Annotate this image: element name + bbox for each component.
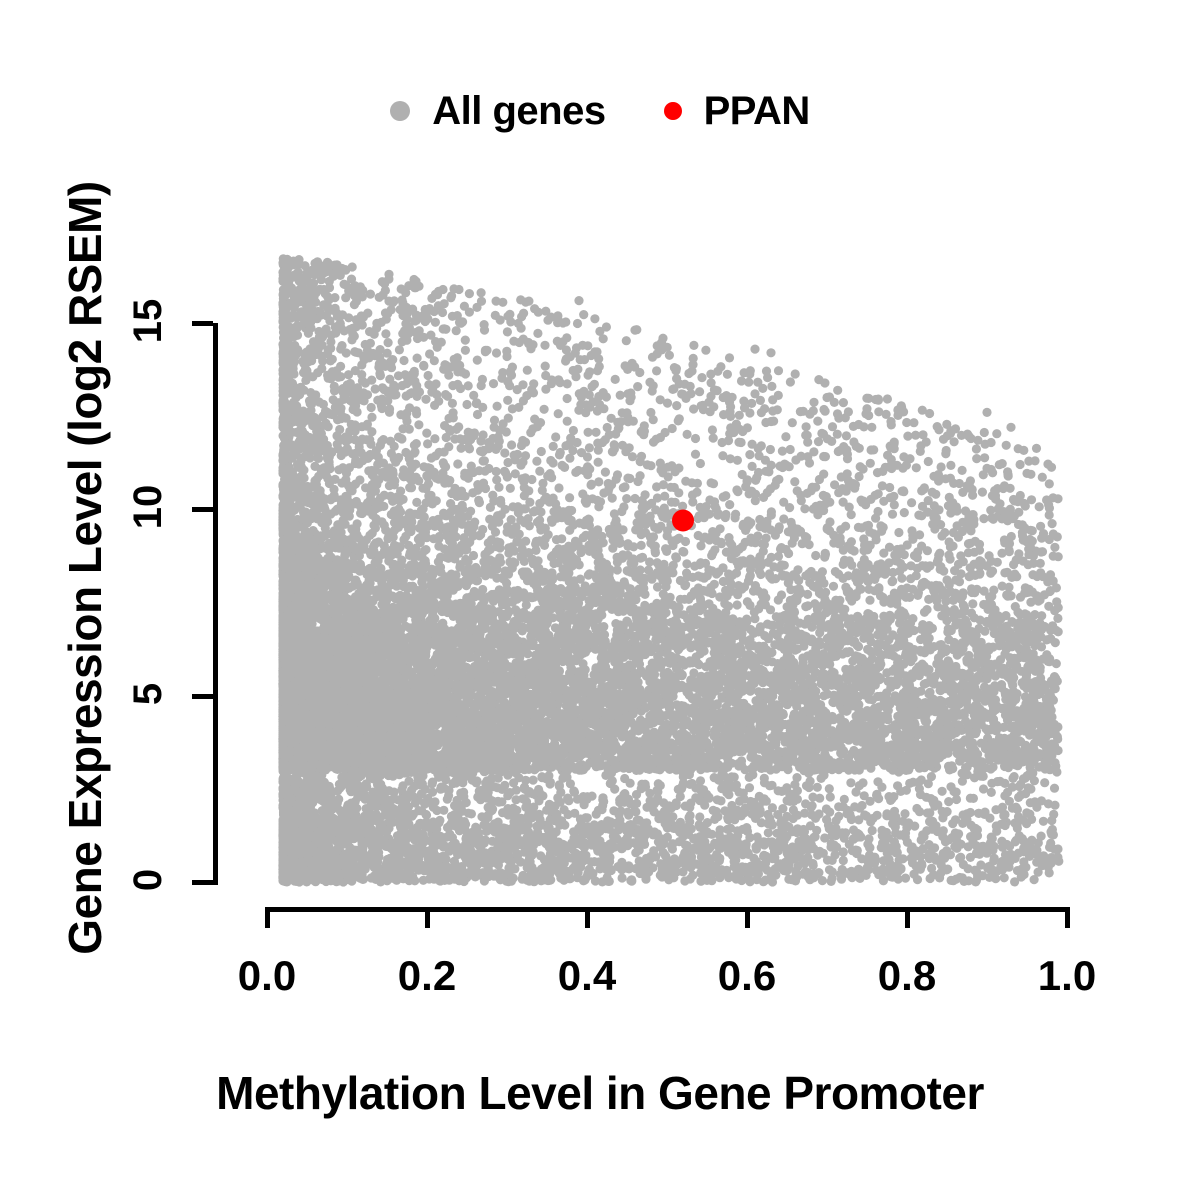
y-axis-tick <box>192 507 213 513</box>
y-axis-tick <box>192 880 213 885</box>
x-axis-tick-label: 0.0 <box>237 952 297 999</box>
y-axis-tick <box>192 693 213 699</box>
x-axis-tick-label: 1.0 <box>1037 952 1097 999</box>
plot-panel <box>232 225 1082 895</box>
legend-item-all-genes: All genes <box>390 89 606 133</box>
y-axis-tick-label: 0 <box>126 868 170 892</box>
y-axis-tick <box>192 321 213 326</box>
red-dot-marker-icon <box>663 102 682 120</box>
y-axis-line <box>213 323 218 885</box>
x-axis-tick-label: 0.8 <box>877 952 937 999</box>
y-axis-tick-label: 15 <box>126 298 170 344</box>
y-axis-tick-label: 10 <box>126 485 170 530</box>
x-axis-tick <box>745 907 750 928</box>
x-axis-tick <box>585 907 590 928</box>
gray-dot-marker-icon <box>390 101 411 121</box>
legend-item-ppan: PPAN <box>663 89 811 133</box>
y-axis-tick-label: 5 <box>126 682 170 705</box>
legend-label-ppan: PPAN <box>703 89 811 133</box>
x-axis-tick <box>425 907 430 928</box>
all-genes-point-cloud <box>278 254 1064 887</box>
x-axis-tick <box>265 907 270 928</box>
x-axis-tick-label: 0.2 <box>397 952 457 999</box>
x-axis-tick-label: 0.4 <box>557 952 617 999</box>
x-axis-title: Methylation Level in Gene Promoter <box>216 1067 984 1119</box>
x-axis-tick-label: 0.6 <box>717 952 777 999</box>
x-axis-tick <box>1065 907 1070 928</box>
legend-label-all-genes: All genes <box>432 89 606 133</box>
ppan-highlight-point <box>672 509 694 532</box>
y-axis-title: Gene Expression Level (log2 RSEM) <box>59 181 111 955</box>
chart-legend: All genes PPAN <box>0 80 1200 142</box>
x-axis-tick <box>905 907 910 928</box>
scatter-points-layer <box>278 254 1064 887</box>
x-axis-line <box>267 907 1067 912</box>
